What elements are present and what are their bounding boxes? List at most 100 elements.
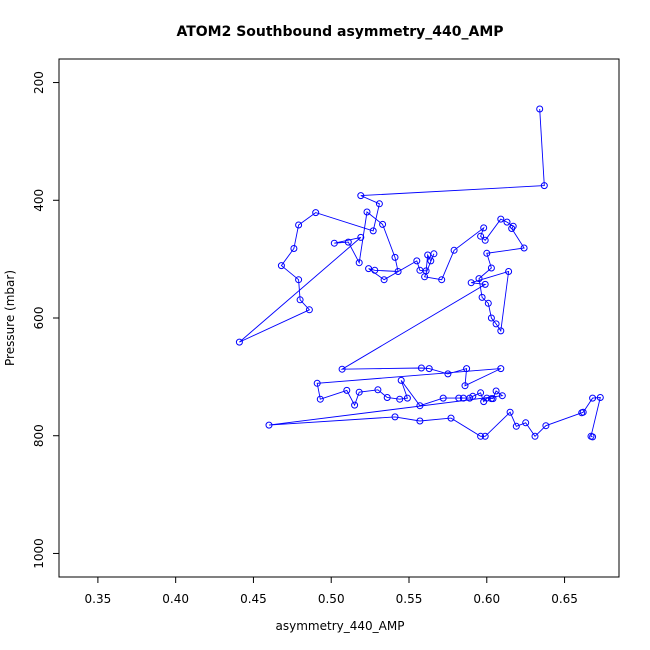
data-point (296, 296, 304, 304)
data-point (481, 236, 489, 244)
data-point (413, 257, 421, 265)
data-point (295, 221, 303, 229)
data-point (481, 432, 489, 440)
data-point (430, 250, 438, 258)
data-point (391, 413, 399, 421)
data-point (447, 414, 455, 422)
data-point (355, 388, 363, 396)
data-point (379, 220, 387, 228)
data-point (505, 268, 513, 275)
data-point (512, 422, 520, 430)
data-point (484, 299, 492, 307)
series-lines (239, 108, 601, 438)
data-point (417, 364, 425, 372)
data-point (290, 245, 298, 252)
series-markers (235, 105, 604, 441)
series-line (239, 108, 601, 438)
data-point (492, 320, 500, 328)
data-point (383, 394, 391, 401)
data-point (357, 192, 365, 200)
data-point (391, 253, 399, 261)
y-tick-label: 800 (32, 424, 46, 447)
data-point (295, 276, 303, 284)
data-point (497, 365, 505, 373)
data-point (540, 182, 548, 190)
x-tick-label: 0.65 (551, 592, 578, 606)
data-point (403, 394, 411, 402)
y-tick-label: 200 (32, 71, 46, 94)
data-point (531, 432, 539, 440)
plot-frame (58, 58, 620, 578)
x-axis-label: asymmetry_440_AMP (276, 619, 405, 633)
data-point (497, 215, 505, 223)
data-point (481, 280, 489, 288)
y-axis: 200 400 600 800 1000 (32, 71, 59, 569)
data-point (380, 276, 388, 284)
data-point (589, 433, 597, 441)
data-point (344, 238, 352, 246)
data-point (369, 227, 377, 235)
data-point (265, 421, 273, 429)
data-point (477, 389, 485, 397)
data-point (305, 306, 313, 314)
data-point (312, 209, 320, 217)
data-point (489, 395, 497, 403)
data-point (425, 365, 433, 373)
data-point (503, 218, 511, 226)
data-point (542, 422, 550, 430)
data-point (416, 402, 424, 410)
chart-title: ATOM2 Southbound asymmetry_440_AMP (176, 24, 503, 40)
data-point (522, 419, 530, 427)
data-point (480, 224, 488, 232)
data-point (357, 233, 365, 241)
data-point (394, 268, 402, 275)
y-axis-label: Pressure (mbar) (3, 270, 17, 366)
x-tick-label: 0.35 (85, 592, 112, 606)
data-point (498, 392, 506, 400)
data-point (371, 266, 379, 274)
data-point (416, 417, 424, 425)
data-point (313, 379, 321, 387)
data-point (508, 225, 516, 232)
y-tick-label: 600 (32, 307, 46, 330)
data-point (477, 232, 485, 240)
data-point (536, 105, 544, 113)
data-point (439, 394, 447, 402)
data-point (421, 273, 429, 281)
data-point (596, 394, 604, 401)
data-point (469, 392, 477, 400)
x-tick-label: 0.40 (162, 592, 189, 606)
data-point (477, 432, 485, 440)
data-point (277, 262, 285, 270)
data-point (375, 200, 383, 208)
data-point (365, 265, 373, 273)
x-tick-label: 0.55 (396, 592, 423, 606)
data-point (475, 275, 483, 283)
data-point (492, 387, 500, 395)
data-point (589, 394, 597, 402)
data-point (483, 249, 491, 257)
data-point (506, 408, 514, 416)
data-point (396, 395, 404, 403)
y-tick-label: 1000 (32, 538, 46, 569)
x-tick-label: 0.50 (318, 592, 345, 606)
data-point (330, 239, 338, 247)
data-point (235, 338, 243, 346)
data-point (363, 208, 371, 216)
x-tick-label: 0.60 (473, 592, 500, 606)
data-point (438, 276, 446, 284)
y-tick-label: 400 (32, 189, 46, 212)
data-point (497, 327, 505, 335)
data-point (338, 365, 346, 373)
data-point (397, 376, 405, 384)
plot-area (58, 58, 620, 578)
data-point (343, 386, 351, 394)
data-point (455, 394, 463, 402)
data-point (520, 244, 528, 252)
data-point (579, 408, 587, 416)
data-point (487, 264, 495, 272)
data-point (355, 259, 363, 267)
data-point (444, 370, 452, 378)
data-point (478, 293, 486, 301)
